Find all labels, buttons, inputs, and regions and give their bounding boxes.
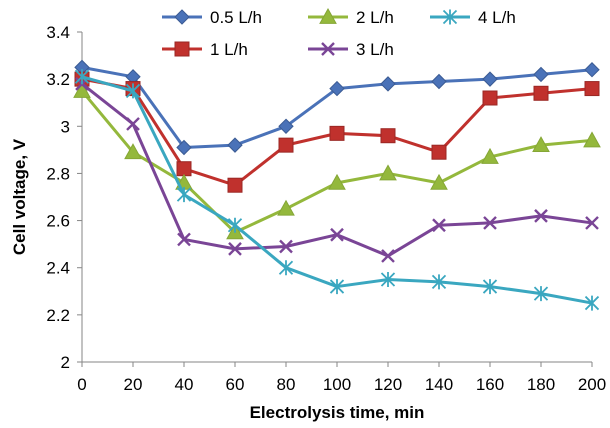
- data-point: [125, 83, 141, 99]
- legend-item: 4 L/h: [430, 8, 516, 27]
- data-point: [481, 147, 499, 164]
- series-0-5-l-h: [74, 59, 600, 156]
- data-point: [534, 209, 548, 223]
- data-point: [330, 227, 344, 242]
- legend-marker: [174, 41, 190, 57]
- y-tick-label: 3: [61, 117, 70, 136]
- data-point: [329, 279, 345, 295]
- legend-label: 4 L/h: [478, 8, 516, 27]
- data-point: [278, 118, 294, 134]
- legend-marker: [442, 9, 458, 25]
- x-tick-label: 40: [175, 375, 194, 394]
- legend-item: 1 L/h: [162, 40, 248, 59]
- legend: 0.5 L/h 1 L/h 2 L/h 3 L/h 4 L/h: [162, 7, 516, 59]
- data-point: [533, 286, 549, 302]
- data-point: [227, 137, 243, 153]
- x-ticks: 0 20 40 60 80 100 120 140 160 180 200: [77, 362, 606, 394]
- data-point: [532, 136, 550, 153]
- data-point: [431, 73, 447, 90]
- x-axis-title: Electrolysis time, min: [250, 403, 425, 422]
- y-tick-label: 2.6: [46, 212, 70, 231]
- data-point: [381, 249, 395, 263]
- data-point: [380, 272, 396, 287]
- data-point: [328, 173, 346, 190]
- x-tick-label: 160: [476, 375, 504, 394]
- legend-label: 2 L/h: [356, 8, 394, 27]
- legend-marker: [174, 9, 190, 25]
- data-point: [126, 117, 140, 131]
- x-tick-label: 140: [425, 375, 453, 394]
- data-point: [227, 217, 243, 233]
- data-point: [177, 232, 191, 247]
- data-point: [176, 139, 192, 156]
- data-point: [278, 260, 294, 276]
- series-2-l-h: [73, 81, 601, 240]
- legend-item: 0.5 L/h: [162, 8, 262, 27]
- data-point: [227, 177, 243, 193]
- data-point: [279, 239, 293, 254]
- data-point: [583, 131, 601, 148]
- x-tick-label: 0: [77, 375, 86, 394]
- y-tick-label: 2.2: [46, 306, 70, 325]
- legend-marker: [319, 7, 337, 24]
- x-tick-label: 200: [578, 375, 606, 394]
- data-point: [329, 125, 345, 141]
- data-point: [430, 173, 448, 190]
- data-point: [431, 274, 447, 290]
- y-tick-label: 3.2: [46, 70, 70, 89]
- legend-marker: [321, 42, 335, 56]
- data-point: [584, 62, 600, 78]
- y-ticks: 2 2.2 2.4 2.6 2.8 3 3.2 3.4: [46, 23, 82, 372]
- data-point: [584, 295, 600, 311]
- data-point: [176, 161, 192, 177]
- data-point: [431, 144, 447, 160]
- data-point: [482, 71, 498, 87]
- y-tick-label: 2.4: [46, 259, 70, 278]
- data-point: [482, 90, 498, 106]
- x-tick-label: 20: [124, 375, 143, 394]
- data-point: [380, 76, 396, 92]
- data-point: [482, 279, 498, 295]
- series-4-l-h: [74, 69, 600, 311]
- data-point: [124, 143, 142, 160]
- data-point: [176, 187, 192, 203]
- data-point: [74, 69, 90, 85]
- data-point: [277, 199, 295, 216]
- data-point: [278, 137, 294, 153]
- data-point: [380, 128, 396, 144]
- x-tick-label: 180: [527, 375, 555, 394]
- data-point: [584, 81, 600, 97]
- x-tick-label: 80: [277, 375, 296, 394]
- legend-label: 1 L/h: [210, 40, 248, 59]
- x-tick-label: 60: [226, 375, 245, 394]
- legend-item: 2 L/h: [308, 7, 394, 27]
- data-point: [533, 85, 549, 101]
- y-tick-label: 2.8: [46, 164, 70, 183]
- y-tick-label: 3.4: [46, 23, 70, 42]
- legend-label: 3 L/h: [356, 40, 394, 59]
- y-axis-title: Cell voltage, V: [10, 138, 29, 255]
- x-tick-label: 100: [323, 375, 351, 394]
- data-point: [483, 216, 497, 230]
- series-1-l-h: [74, 71, 600, 193]
- data-point: [228, 242, 242, 256]
- series-group: [73, 59, 601, 311]
- data-point: [585, 216, 599, 230]
- x-tick-label: 120: [374, 375, 402, 394]
- data-point: [379, 164, 397, 181]
- data-point: [329, 80, 345, 97]
- y-tick-label: 2: [61, 353, 70, 372]
- legend-item: 3 L/h: [308, 40, 394, 59]
- data-point: [432, 218, 446, 233]
- data-point: [73, 81, 91, 98]
- data-point: [533, 66, 549, 83]
- legend-label: 0.5 L/h: [210, 8, 262, 27]
